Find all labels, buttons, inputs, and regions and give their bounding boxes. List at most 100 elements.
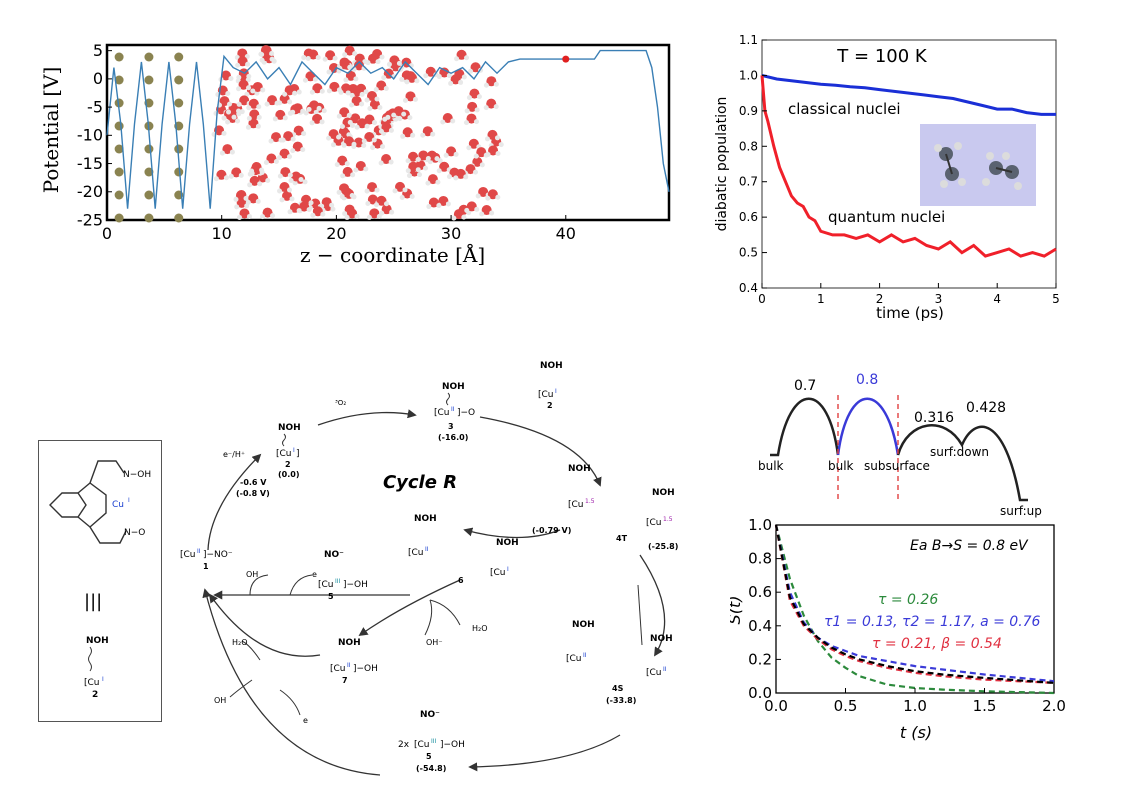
water-hydrogen: [446, 174, 452, 180]
water-oxygen: [357, 118, 368, 129]
water-oxygen: [472, 156, 483, 167]
inset-structure-box: [38, 440, 162, 722]
water-oxygen: [406, 72, 417, 83]
arrow-4T-to-4S: [639, 554, 666, 657]
metal-atom: [114, 121, 124, 131]
y-tick-label: 0.5: [739, 246, 758, 260]
water-hydrogen: [236, 101, 242, 107]
water-hydrogen: [435, 179, 441, 185]
water-hydrogen: [306, 106, 312, 112]
water-hydrogen: [458, 79, 464, 85]
h2o-label-1: H₂O: [472, 624, 488, 633]
inset-cu2-ox: I: [102, 676, 104, 683]
water-oxygen: [262, 207, 273, 218]
water-hydrogen: [342, 52, 348, 58]
water-hydrogen: [468, 68, 474, 74]
x-tick-label: 10: [212, 224, 232, 243]
water-hydrogen: [463, 120, 469, 126]
water-hydrogen: [461, 74, 467, 80]
population-chart: 0 1 2 3 4 5 0.4 0.5 0.6 0.7 0.8 0.9 1.0 1.1 T = 100 K…: [714, 33, 1060, 322]
water-hydrogen: [277, 173, 283, 179]
water-oxygen: [347, 208, 358, 219]
water-oxygen: [487, 189, 498, 200]
water-hydrogen: [306, 207, 312, 213]
water-hydrogen: [473, 153, 479, 159]
water-hydrogen: [346, 132, 352, 138]
c4s-ox2: II: [663, 666, 667, 673]
water-hydrogen: [463, 174, 469, 180]
water-hydrogen: [310, 212, 316, 218]
c1-cu: [Cu: [180, 550, 196, 560]
water-oxygen: [408, 161, 419, 172]
equivalence-sign: |||: [84, 591, 102, 612]
water-hydrogen: [272, 116, 278, 122]
water-hydrogen: [434, 156, 440, 162]
water-hydrogen: [300, 108, 306, 114]
metal-atom: [174, 144, 184, 154]
c4t-energy: (-25.8): [648, 542, 678, 551]
c3-cu: [Cu: [434, 408, 450, 418]
water-hydrogen: [498, 142, 504, 148]
c4t-cu2: [Cu: [646, 518, 662, 528]
metal-atom: [144, 167, 154, 177]
water-hydrogen: [260, 87, 266, 93]
water-oxygen: [279, 148, 290, 159]
c5b-pre: 2x: [398, 740, 410, 750]
water-hydrogen: [257, 181, 263, 187]
water-hydrogen: [436, 203, 442, 209]
c2-ox: I: [293, 447, 295, 454]
y-tick-label: -20: [77, 182, 103, 201]
arrow-4T-to-6: [463, 527, 561, 539]
water-hydrogen: [359, 101, 365, 107]
water-oxygen: [481, 205, 492, 216]
x-tick-label: 0: [102, 224, 112, 243]
water-oxygen: [305, 71, 316, 82]
redox-v1: -0.6 V: [240, 478, 267, 487]
reaction-scheme: Cu I N−OH N−O ||| NOH [Cu I 2: [49, 361, 678, 776]
x-axis-label: z − coordinate [Å]: [300, 242, 485, 267]
water-hydrogen: [430, 131, 436, 137]
water-hydrogen: [454, 56, 460, 62]
water-hydrogen: [221, 130, 227, 136]
site-label-bulk-1: bulk: [758, 459, 784, 473]
water-hydrogen: [483, 105, 489, 111]
water-hydrogen: [246, 213, 252, 219]
water-hydrogen: [485, 195, 491, 201]
water-hydrogen: [305, 56, 311, 62]
water-hydrogen: [256, 114, 262, 120]
water-hydrogen: [446, 73, 452, 79]
water-hydrogen: [292, 180, 298, 186]
barrier-label-2: 0.8: [856, 372, 878, 388]
barrier-label-4: 0.428: [966, 400, 1006, 416]
molecule-inset: [920, 124, 1036, 206]
water-hydrogen: [263, 159, 269, 165]
c4t-ox2: 1.5: [663, 516, 673, 523]
water-hydrogen: [412, 96, 418, 102]
water-hydrogen: [340, 173, 346, 179]
water-oxygen: [366, 91, 377, 102]
water-hydrogen: [290, 148, 296, 154]
water-oxygen: [261, 45, 272, 56]
water-oxygen: [455, 168, 466, 179]
legend-series-2: τ1 = 0.13, τ2 = 1.17, a = 0.76: [824, 614, 1041, 630]
water-hydrogen: [282, 115, 288, 121]
water-hydrogen: [405, 158, 411, 164]
c5b-tail: ]−OH: [440, 740, 465, 750]
metal-atom: [114, 98, 124, 108]
water-oxygen: [280, 167, 291, 178]
water-hydrogen: [353, 76, 359, 82]
water-hydrogen: [386, 61, 392, 67]
water-hydrogen: [279, 197, 285, 203]
water-hydrogen: [247, 182, 253, 188]
c2-energy: (0.0): [278, 470, 299, 479]
water-hydrogen: [301, 55, 307, 61]
water-hydrogen: [289, 196, 295, 202]
arrow-4S-to-5: [468, 734, 621, 772]
water-oxygen: [337, 155, 348, 166]
water-oxygen: [248, 193, 259, 204]
water-hydrogen: [372, 120, 378, 126]
c3-tail: ]−O: [457, 408, 475, 418]
water-hydrogen: [464, 108, 470, 114]
x-tick-label: 2: [876, 292, 884, 306]
water-oxygen: [291, 171, 302, 182]
